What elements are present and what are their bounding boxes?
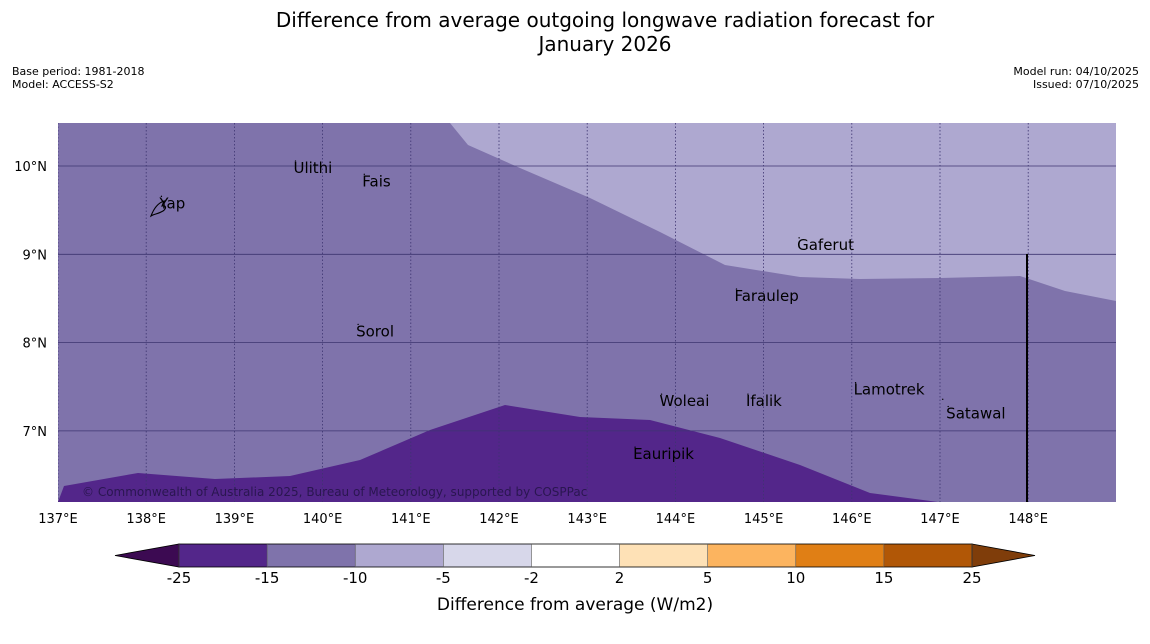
place-label-ifalik: Ifalik (746, 392, 782, 410)
colorbar-label: Difference from average (W/m2) (436, 595, 714, 615)
place-label-faraulep: Faraulep (734, 287, 798, 305)
colorbar-extend-high (971, 543, 1036, 568)
copyright-notice: © Commonwealth of Australia 2025, Bureau… (82, 485, 587, 499)
island-marker (660, 393, 663, 395)
colorbar-tick-label: 5 (703, 569, 713, 587)
model-run: Model run: 04/10/2025 (1013, 65, 1139, 78)
model-name: Model: ACCESS-S2 (12, 78, 114, 91)
island-marker (294, 160, 297, 162)
colorbar-tick-label: 10 (786, 569, 805, 587)
colorbar-tick-label: -15 (255, 569, 280, 587)
longitude-label: 142°E (479, 512, 519, 527)
title-line-2: January 2026 (538, 32, 672, 56)
colorbar-tick-label: -2 (524, 569, 539, 587)
island-marker (634, 446, 636, 448)
place-label-fais: Fais (362, 172, 391, 190)
title-line-1: Difference from average outgoing longwav… (275, 8, 935, 32)
island-marker (363, 173, 365, 176)
longitude-label: 148°E (1008, 512, 1048, 527)
place-label-eauripik: Eauripik (633, 445, 694, 463)
colorbar-tick-label: 2 (615, 569, 625, 587)
longitude-label: 137°E (38, 512, 78, 527)
colorbar-tick-label: -5 (436, 569, 451, 587)
colorbar-tick-label: 15 (874, 569, 893, 587)
latitude-label: 9°N (23, 248, 48, 263)
longitude-label: 141°E (391, 512, 431, 527)
graticule (58, 123, 1116, 502)
island-marker (947, 405, 949, 408)
island-marker (357, 323, 359, 326)
place-label-gaferut: Gaferut (797, 236, 854, 254)
base-period: Base period: 1981-2018 (12, 65, 145, 78)
colorbar-segment (443, 544, 532, 567)
island-marker (854, 381, 857, 384)
island-marker (798, 237, 800, 239)
longitude-label: 143°E (567, 512, 607, 527)
colorbar-tick-label: 25 (962, 569, 981, 587)
colorbar-segment (179, 544, 268, 567)
place-label-lamotrek: Lamotrek (854, 381, 925, 399)
place-label-ulithi: Ulithi (293, 159, 332, 177)
colorbar: -25 -15 -10 -5 -2 2 5 10 15 25 (114, 543, 1036, 587)
colorbar-segment (883, 544, 972, 567)
latitude-label: 8°N (23, 337, 48, 352)
meta-left: Base period: 1981-2018 Model: ACCESS-S2 (12, 65, 144, 91)
colorbar-segment (531, 544, 620, 567)
axis-labels: 137°E 138°E 139°E 140°E 141°E 142°E 143°E 144°E… (14, 160, 1048, 527)
longitude-label: 139°E (215, 512, 255, 527)
longitude-label: 146°E (832, 512, 872, 527)
colorbar-extend-low (114, 543, 180, 568)
place-labels: Yap Ulithi Fais Gaferut Faraulep Sorol Lamotre… (158, 159, 1005, 463)
colorbar-segment (795, 544, 884, 567)
longitude-label: 138°E (126, 512, 166, 527)
colorbar-segment (267, 544, 356, 567)
colorbar-segment (707, 544, 796, 567)
issued-date: Issued: 07/10/2025 (1032, 78, 1139, 91)
colorbar-tick-label: -10 (343, 569, 368, 587)
place-label-satawal: Satawal (946, 405, 1005, 423)
longitude-label: 144°E (656, 512, 696, 527)
longitude-label: 145°E (744, 512, 784, 527)
anomaly-band-minus-25-to-minus-15 (58, 405, 938, 502)
place-label-woleai: Woleai (660, 392, 710, 410)
latitude-label: 10°N (14, 160, 47, 175)
small-island-dot: . (941, 390, 945, 403)
island-marker (747, 393, 749, 395)
island-marker (160, 195, 163, 198)
place-label-sorol: Sorol (356, 322, 394, 340)
island-marker (735, 288, 738, 290)
map: . Yap Ulithi Fais Gaferut Faraulep Sorol Lamot… (14, 123, 1116, 527)
map-title: Difference from average outgoing longwav… (200, 8, 1010, 56)
meta-right: Model run: 04/10/2025 Issued: 07/10/2025 (1013, 65, 1139, 91)
latitude-label: 7°N (23, 425, 48, 440)
colorbar-tick-label: -25 (167, 569, 192, 587)
colorbar-segment (619, 544, 708, 567)
colorbar-segment (355, 544, 444, 567)
map-plot-area: . Yap Ulithi Fais Gaferut Faraulep Sorol Lamot… (58, 123, 1116, 502)
yap-island-outline (149, 200, 167, 218)
longitude-label: 140°E (303, 512, 343, 527)
longitude-label: 147°E (920, 512, 960, 527)
place-label-yap: Yap (158, 194, 185, 212)
anomaly-band-minus-10-to-minus-5 (450, 123, 1116, 301)
